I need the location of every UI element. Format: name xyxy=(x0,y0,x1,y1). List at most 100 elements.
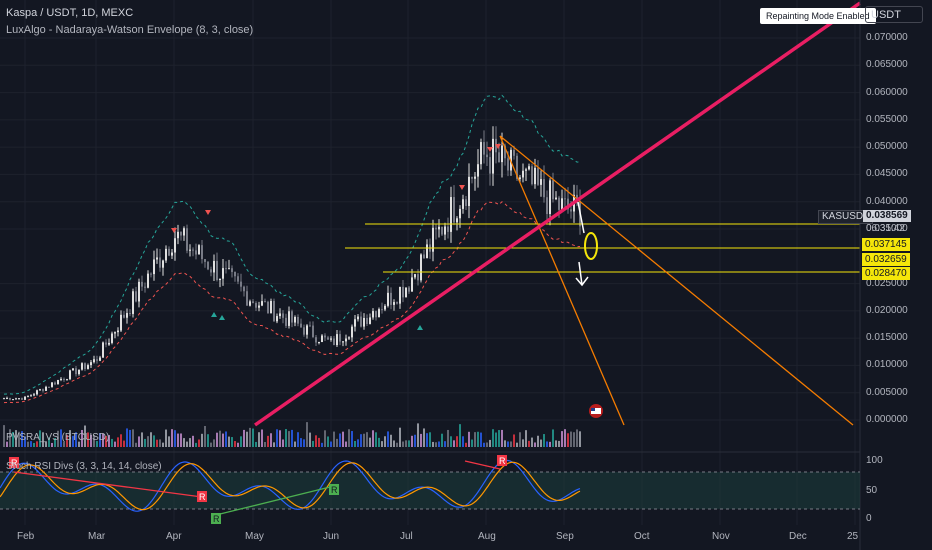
volume-pane-legend[interactable]: PVSRA_VS (BTCUSD) xyxy=(6,432,110,443)
price-tick: 0.050000 xyxy=(866,141,908,153)
divergence-markers: R R R R R xyxy=(9,455,507,524)
volume-bar xyxy=(426,433,428,447)
candle-body xyxy=(258,305,260,308)
volume-bar xyxy=(333,431,335,447)
volume-bar xyxy=(225,431,227,447)
sell-signal-icon xyxy=(205,210,211,215)
volume-bar xyxy=(132,429,134,447)
volume-bar xyxy=(171,429,173,447)
volume-bar xyxy=(528,440,530,447)
volume-bar xyxy=(495,432,497,447)
candle-body xyxy=(12,399,14,401)
level-tag-3: 0.028470 xyxy=(862,267,910,280)
trendline[interactable] xyxy=(253,1,862,427)
candle-body xyxy=(426,244,428,259)
candle-body xyxy=(231,268,233,272)
circle-annotation[interactable] xyxy=(584,232,598,260)
volume-bar xyxy=(531,437,533,447)
candle-body xyxy=(507,158,509,171)
candle-body xyxy=(141,281,143,287)
candle-body xyxy=(237,276,239,282)
flag-icon[interactable] xyxy=(589,404,603,418)
volume-bar xyxy=(228,436,230,447)
volume-bar xyxy=(498,430,500,447)
volume-bar xyxy=(519,432,521,447)
volume-bar xyxy=(204,425,206,447)
volume-bar xyxy=(420,433,422,447)
volume-bars xyxy=(3,422,581,447)
fan-line-lower[interactable] xyxy=(499,135,625,426)
candle-body xyxy=(42,389,44,391)
volume-bar xyxy=(165,429,167,447)
volume-bar xyxy=(3,425,5,447)
volume-bar xyxy=(6,441,8,447)
candle-body xyxy=(177,231,179,239)
volume-bar xyxy=(177,433,179,447)
candle-body xyxy=(9,397,11,400)
envelope-upper-line xyxy=(3,94,581,395)
volume-bar xyxy=(390,434,392,447)
fan-line-upper[interactable] xyxy=(499,135,854,426)
candle-body xyxy=(6,397,8,399)
candle-body xyxy=(321,335,323,343)
volume-bar xyxy=(501,429,503,447)
candle-body xyxy=(204,259,206,262)
candle-body xyxy=(144,286,146,288)
time-label: Sep xyxy=(556,531,574,542)
candle-body xyxy=(63,378,65,380)
stoch-pane-legend[interactable]: Stoch RSI Divs (3, 3, 14, 14, close) xyxy=(6,461,162,472)
volume-bar xyxy=(507,441,509,447)
volume-bar xyxy=(285,429,287,447)
time-label: May xyxy=(245,531,264,542)
candle-body xyxy=(39,389,41,391)
candle-body xyxy=(486,154,488,158)
candle-body xyxy=(306,325,308,335)
time-label: Aug xyxy=(478,531,496,542)
volume-bar xyxy=(525,430,527,447)
candle-body xyxy=(60,378,62,380)
volume-bar xyxy=(99,433,101,447)
candle-body xyxy=(312,325,314,338)
candle-body xyxy=(225,268,227,270)
candle-body xyxy=(342,341,344,343)
volume-bar xyxy=(60,429,62,447)
candle-body xyxy=(438,226,440,230)
volume-bar xyxy=(168,436,170,447)
sell-signal-icon xyxy=(495,144,501,149)
volume-bar xyxy=(306,422,308,447)
candle-body xyxy=(459,208,461,219)
candle-body xyxy=(315,337,317,343)
currency-selector[interactable]: USDT xyxy=(865,6,923,23)
volume-bar xyxy=(513,434,515,447)
candle-body xyxy=(90,362,92,366)
candle-body xyxy=(189,249,191,251)
buy-signal-icon xyxy=(219,315,225,320)
candle-body xyxy=(18,398,20,400)
volume-bar xyxy=(576,429,578,447)
volume-bar xyxy=(135,442,137,447)
candle-body xyxy=(216,260,218,281)
candle-body xyxy=(54,382,56,385)
svg-text:R: R xyxy=(199,492,206,502)
candle-body xyxy=(129,313,131,315)
symbol-title[interactable]: Kaspa / USDT, 1D, MEXC xyxy=(6,7,134,19)
candle-body xyxy=(222,268,224,279)
volume-bar xyxy=(402,441,404,447)
candle-body xyxy=(126,313,128,318)
candle-body xyxy=(492,138,494,174)
volume-bar xyxy=(537,435,539,447)
price-tick: 0.055000 xyxy=(866,113,908,125)
candle-body xyxy=(435,227,437,230)
indicator-legend[interactable]: LuxAlgo - Nadaraya-Watson Envelope (8, 3… xyxy=(6,24,254,36)
candle-body xyxy=(564,198,566,200)
candle-body xyxy=(36,390,38,395)
volume-bar xyxy=(138,436,140,447)
arrow-annotation[interactable] xyxy=(575,201,589,287)
volume-bar xyxy=(258,432,260,447)
candle-body xyxy=(150,273,152,275)
candle-body xyxy=(96,359,98,361)
candle-body xyxy=(153,259,155,275)
candle-body xyxy=(561,198,563,210)
volume-bar xyxy=(474,432,476,447)
